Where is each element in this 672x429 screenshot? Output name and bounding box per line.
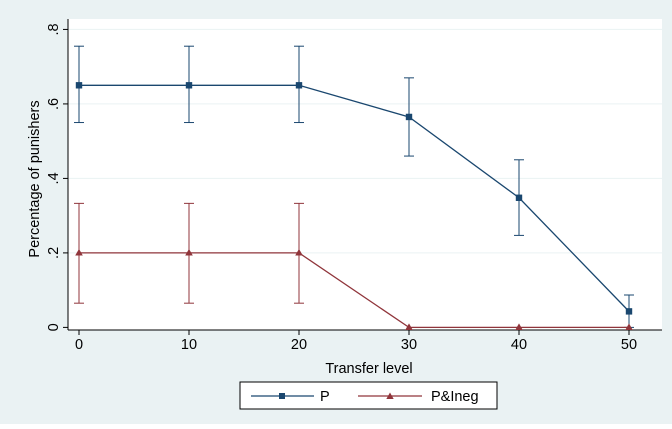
series-line xyxy=(79,252,629,329)
x-tick-label: 30 xyxy=(401,337,417,353)
legend-entry-p: P xyxy=(251,389,330,405)
data-point-triangle xyxy=(405,323,413,330)
data-point-square xyxy=(295,82,303,89)
x-tick-labels: 0 10 20 30 40 50 xyxy=(75,337,637,353)
y-tick-label: .8 xyxy=(46,23,62,35)
series-line xyxy=(79,84,630,312)
x-tick-label: 0 xyxy=(75,337,83,353)
data-point-square xyxy=(185,82,193,89)
x-tick-label: 20 xyxy=(291,337,307,353)
legend-label-p-ineg: P&Ineg xyxy=(431,389,479,405)
y-tick-label: 0 xyxy=(46,323,62,331)
legend-marker-square xyxy=(279,393,285,399)
data-point-triangle xyxy=(185,248,193,256)
legend-entry-p-ineg: P&Ineg xyxy=(358,389,479,405)
legend-label-p: P xyxy=(320,389,330,405)
plot-area xyxy=(68,19,662,330)
x-tick-label: 10 xyxy=(181,337,197,353)
series-p-ineg xyxy=(74,202,633,330)
legend-marker-triangle xyxy=(386,392,394,399)
data-point-square xyxy=(625,308,633,315)
x-tick-label: 40 xyxy=(511,337,527,353)
y-tick-label: .4 xyxy=(46,172,62,184)
data-point-triangle xyxy=(295,248,303,256)
data-point-square xyxy=(405,113,413,121)
y-tick-labels: 0 .2 .4 .6 .8 xyxy=(46,23,62,331)
legend: P P&Ineg xyxy=(239,381,498,410)
data-point-triangle xyxy=(75,248,83,256)
data-point-square xyxy=(515,194,523,201)
y-axis-label: Percentage of punishers xyxy=(27,100,43,257)
data-point-square xyxy=(75,82,83,89)
y-tick-label: .6 xyxy=(46,98,62,110)
x-tick-label: 50 xyxy=(621,337,637,353)
series xyxy=(74,45,634,330)
series-p xyxy=(74,45,634,328)
data-point-triangle xyxy=(515,323,523,330)
axes xyxy=(63,19,662,335)
y-tick-label: .2 xyxy=(46,247,62,259)
x-axis-label: Transfer level xyxy=(325,361,412,377)
data-point-triangle xyxy=(625,323,633,330)
